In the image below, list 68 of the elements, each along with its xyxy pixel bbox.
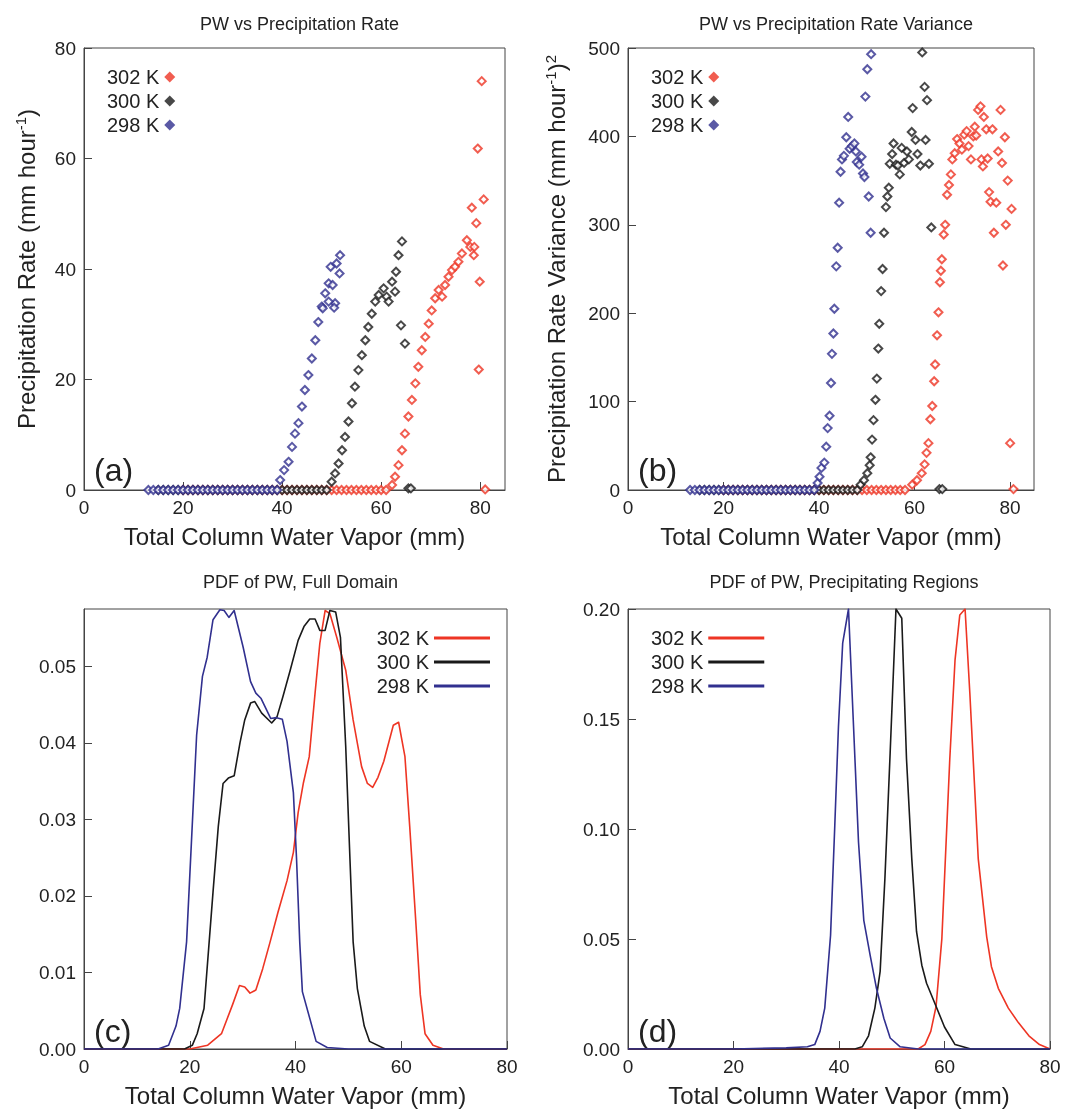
x-tick-label: 20 (179, 1056, 201, 1077)
x-tick-label: 20 (172, 497, 194, 518)
y-tick-label: 0 (609, 479, 620, 501)
y-tick-label: 0.05 (39, 655, 76, 677)
y-tick-label: 200 (588, 302, 620, 324)
x-axis-title: Total Column Water Vapor (mm) (124, 1081, 467, 1109)
x-axis-title: Total Column Water Vapor (mm) (660, 522, 1002, 550)
x-axis-title: Total Column Water Vapor (mm) (123, 522, 466, 550)
x-tick-label: 20 (712, 497, 735, 518)
legend-label: 300 K (651, 90, 704, 112)
chart-title: PDF of PW, Full Domain (202, 572, 399, 592)
y-tick-label: 20 (54, 369, 76, 390)
annotation: (c) (94, 1013, 132, 1049)
annotation: (d) (638, 1013, 678, 1049)
x-tick-label: 0 (622, 1056, 634, 1077)
x-tick-label: 20 (722, 1056, 745, 1077)
legend-label: 300 K (651, 651, 704, 673)
y-tick-label: 0.03 (39, 808, 76, 830)
chart-title: PW vs Precipitation Rate Variance (699, 14, 973, 34)
annotation: (a) (94, 452, 134, 488)
x-tick-label: 60 (933, 1056, 956, 1077)
y-tick-label: 0.02 (39, 885, 76, 907)
x-tick-label: 80 (999, 497, 1021, 518)
x-tick-label: 60 (904, 497, 926, 518)
y-tick-label: 80 (54, 37, 76, 59)
x-tick-label: 0 (78, 1056, 90, 1077)
y-tick-label: 0.15 (583, 708, 620, 730)
legend-label: 302 K (651, 627, 704, 649)
y-tick-label: 300 (588, 214, 620, 236)
x-tick-label: 40 (808, 497, 830, 518)
x-tick-label: 80 (496, 1056, 518, 1077)
x-tick-label: 40 (284, 1056, 307, 1077)
legend-label: 302 K (651, 66, 704, 88)
y-tick-label: 0.01 (39, 961, 76, 983)
y-tick-label: 400 (588, 125, 620, 147)
x-axis-title: Total Column Water Vapor (mm) (668, 1081, 1010, 1109)
y-axis-title: Precipitation Rate Variance (mm hour-1)2 (542, 54, 570, 484)
y-tick-label: 0.00 (39, 1038, 76, 1060)
chart-title: PW vs Precipitation Rate (199, 14, 400, 34)
y-tick-label: 0.04 (39, 732, 77, 754)
legend-label: 298 K (651, 675, 704, 697)
y-tick-label: 100 (588, 391, 620, 413)
y-tick-label: 0.20 (583, 598, 620, 620)
legend-label: 300 K (107, 90, 160, 112)
y-axis-title: Precipitation Rate (mm hour-1) (12, 108, 40, 430)
y-tick-label: 0.10 (583, 818, 620, 840)
legend-label: 298 K (376, 675, 430, 697)
y-tick-label: 60 (54, 148, 76, 169)
x-tick-label: 80 (469, 497, 491, 518)
legend-label: 302 K (107, 66, 160, 88)
legend-label: 298 K (107, 114, 160, 136)
legend-label: 298 K (651, 114, 704, 136)
y-tick-label: 0.05 (583, 928, 620, 950)
x-tick-label: 0 (78, 497, 90, 518)
x-tick-label: 80 (1039, 1056, 1061, 1077)
x-tick-label: 40 (828, 1056, 850, 1077)
x-tick-label: 0 (622, 497, 634, 518)
y-tick-label: 40 (54, 258, 76, 280)
y-tick-label: 500 (588, 37, 620, 59)
x-tick-label: 60 (370, 497, 392, 518)
x-tick-label: 60 (390, 1056, 412, 1077)
y-tick-label: 0.00 (583, 1038, 620, 1060)
legend-label: 302 K (376, 627, 430, 649)
x-tick-label: 40 (271, 497, 293, 518)
legend-label: 300 K (376, 651, 430, 673)
y-tick-label: 0 (65, 479, 76, 501)
annotation: (b) (638, 452, 678, 488)
chart-title: PDF of PW, Precipitating Regions (709, 572, 979, 592)
